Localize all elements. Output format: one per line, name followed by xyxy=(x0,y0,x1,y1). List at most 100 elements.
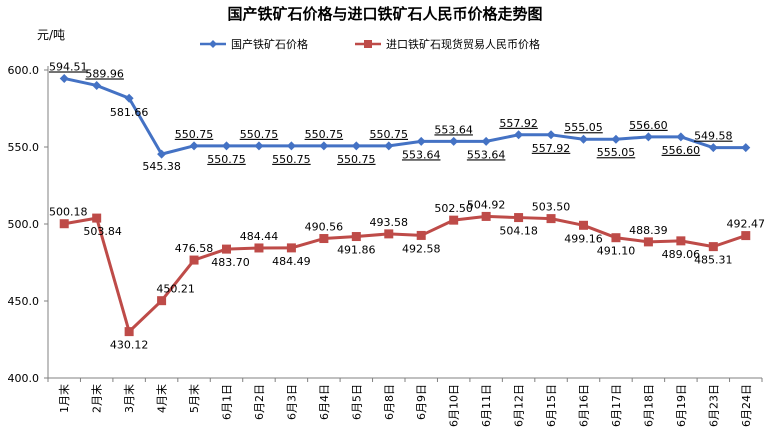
x-tick-label: 1月末 xyxy=(57,384,71,413)
data-label: 491.10 xyxy=(597,245,636,258)
x-tick-label: 6月3日 xyxy=(285,384,298,420)
x-tick-label: 2月末 xyxy=(90,384,104,413)
data-point xyxy=(157,296,167,306)
legend-label-import: 进口铁矿石现货贸易人民币价格 xyxy=(386,37,540,51)
data-label: 493.58 xyxy=(370,216,409,229)
data-label: 490.56 xyxy=(305,221,344,234)
data-point xyxy=(92,213,102,223)
data-point xyxy=(449,136,459,146)
x-tick-label: 6月23日 xyxy=(707,384,720,427)
data-label: 553.64 xyxy=(467,148,506,161)
y-tick-label: 500.0 xyxy=(8,218,40,231)
y-tick-label: 450.0 xyxy=(8,295,40,308)
data-point xyxy=(189,141,199,151)
legend-marker-domestic xyxy=(209,40,217,48)
data-point xyxy=(59,219,69,229)
x-tick-label: 6月17日 xyxy=(610,384,623,427)
series-line xyxy=(63,76,746,156)
x-tick-label: 6月1日 xyxy=(221,384,234,420)
data-point xyxy=(611,233,621,243)
data-label: 430.12 xyxy=(110,339,149,352)
x-tick-label: 6月10日 xyxy=(448,384,461,427)
data-label: 550.75 xyxy=(207,153,246,166)
data-label: 557.92 xyxy=(499,117,538,130)
data-label: 504.18 xyxy=(499,225,538,238)
legend-label-domestic: 国产铁矿石价格 xyxy=(231,37,308,51)
data-point xyxy=(708,143,718,153)
data-point xyxy=(611,134,621,144)
data-label: 485.31 xyxy=(694,254,733,267)
data-point xyxy=(741,231,751,241)
x-tick-label: 6月24日 xyxy=(740,384,753,427)
data-point xyxy=(319,234,329,244)
y-axis-unit: 元/吨 xyxy=(37,28,65,42)
axes: 400.0 450.0 500.0 550.0 600.0 1月末 2月末 3月末 4月末 5月末… xyxy=(8,64,763,427)
data-point xyxy=(481,136,491,146)
data-point xyxy=(481,211,491,221)
data-point xyxy=(676,236,686,246)
data-label: 504.92 xyxy=(467,198,506,211)
data-label: 550.75 xyxy=(305,128,344,141)
data-point xyxy=(189,255,199,265)
data-point xyxy=(546,214,556,224)
x-tick-label: 6月12日 xyxy=(513,384,526,427)
data-point xyxy=(124,327,134,337)
data-label: 500.18 xyxy=(49,206,88,219)
data-point xyxy=(59,73,69,83)
data-point xyxy=(222,244,231,254)
data-label: 503.84 xyxy=(83,225,122,238)
legend: 国产铁矿石价格 进口铁矿石现货贸易人民币价格 xyxy=(200,37,540,51)
data-label: 589.96 xyxy=(85,67,124,80)
x-tick-label: 3月末 xyxy=(122,384,136,413)
data-point xyxy=(92,80,102,90)
data-label: 491.86 xyxy=(337,244,376,257)
x-tick-label: 6月16日 xyxy=(578,384,591,427)
x-tick-label: 6月5日 xyxy=(350,384,363,420)
data-label: 503.50 xyxy=(532,201,571,214)
data-point xyxy=(286,243,296,253)
data-label: 550.75 xyxy=(370,128,409,141)
x-tick-label: 6月11日 xyxy=(480,384,493,427)
data-point xyxy=(579,220,588,230)
data-point xyxy=(351,232,361,242)
data-point xyxy=(546,130,556,140)
data-label: 549.58 xyxy=(694,130,733,143)
data-label: 556.60 xyxy=(629,119,668,132)
data-point xyxy=(384,229,394,239)
x-tick-label: 6月9日 xyxy=(415,384,428,420)
data-point xyxy=(384,141,394,151)
data-label: 553.64 xyxy=(402,148,441,161)
x-tick-label: 6月8日 xyxy=(383,384,396,420)
data-label: 553.64 xyxy=(434,123,473,136)
data-label: 550.75 xyxy=(272,153,311,166)
data-label: 555.05 xyxy=(597,146,636,159)
y-tick-label: 600.0 xyxy=(8,64,40,77)
series-line xyxy=(63,214,747,334)
x-tick-label: 6月15日 xyxy=(545,384,558,427)
data-label: 550.75 xyxy=(337,153,376,166)
data-point xyxy=(319,141,329,151)
data-label: 556.60 xyxy=(662,144,701,157)
legend-marker-import xyxy=(364,40,372,48)
y-tick-label: 550.0 xyxy=(8,141,40,154)
data-point xyxy=(254,141,264,151)
x-tick-label: 6月2日 xyxy=(253,384,266,420)
data-point xyxy=(286,141,296,151)
data-label: 555.05 xyxy=(564,121,603,134)
data-point xyxy=(643,132,653,142)
chart-title: 国产铁矿石价格与进口铁矿石人民币价格走势图 xyxy=(227,5,542,23)
data-point xyxy=(222,141,231,151)
data-point xyxy=(514,130,524,140)
y-tick-label: 400.0 xyxy=(8,372,40,385)
data-label: 483.70 xyxy=(211,256,250,269)
data-label: 499.16 xyxy=(564,232,603,245)
data-label: 488.39 xyxy=(629,224,668,237)
x-tick-label: 6月18日 xyxy=(642,384,655,427)
data-point xyxy=(351,141,361,151)
data-label: 489.06 xyxy=(662,248,701,261)
data-point xyxy=(741,143,751,153)
data-point xyxy=(416,230,426,240)
